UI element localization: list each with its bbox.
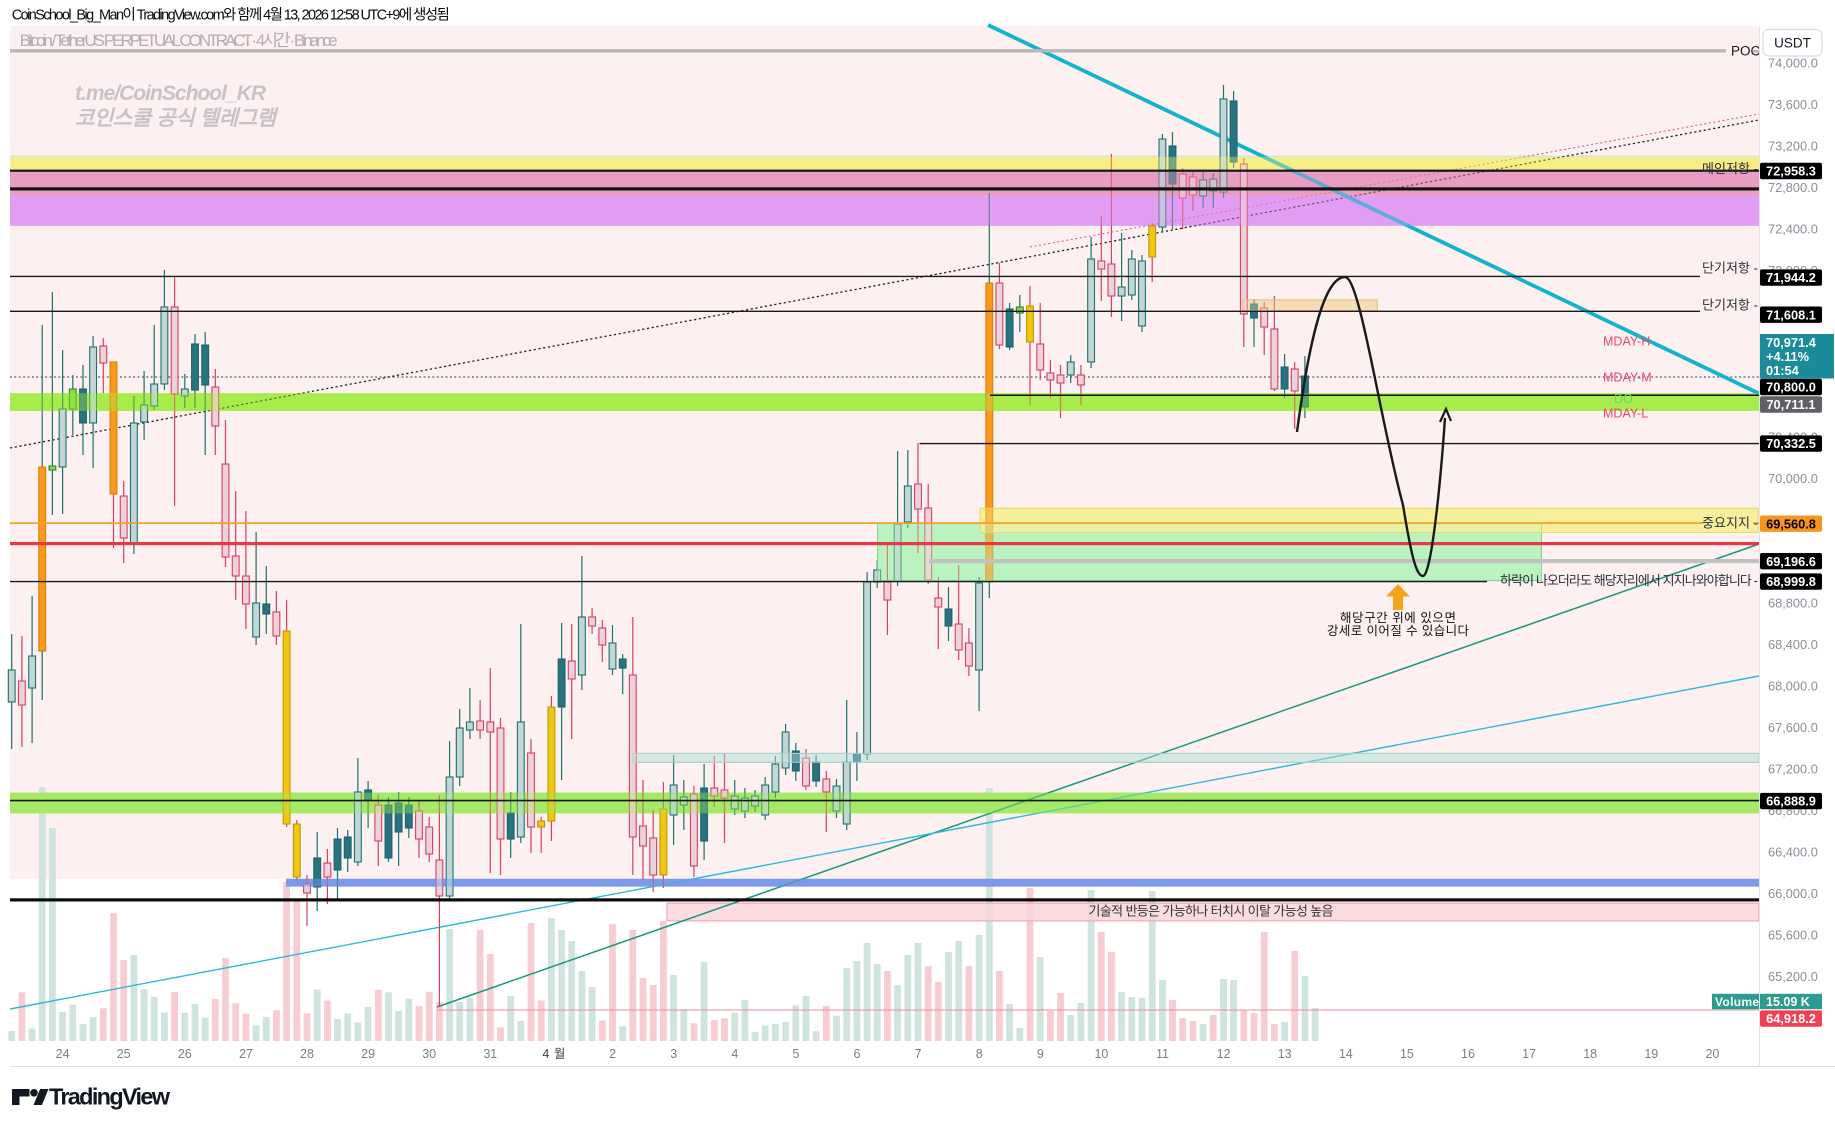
svg-text:68,999.8: 68,999.8	[1766, 574, 1816, 589]
svg-text:71,944.2: 71,944.2	[1766, 270, 1816, 285]
svg-text:메인저항 -: 메인저항 -	[1702, 161, 1758, 176]
svg-text:72,800.0: 72,800.0	[1768, 180, 1818, 195]
svg-text:20: 20	[1705, 1047, 1719, 1061]
svg-text:3: 3	[670, 1047, 677, 1061]
svg-text:해당구간 위에 있으면: 해당구간 위에 있으면	[1340, 611, 1456, 625]
svg-text:17: 17	[1522, 1047, 1536, 1061]
svg-text:29: 29	[361, 1047, 375, 1061]
svg-text:69,196.6: 69,196.6	[1766, 554, 1816, 569]
svg-text:2: 2	[609, 1047, 616, 1061]
svg-text:73,200.0: 73,200.0	[1768, 139, 1818, 154]
svg-text:5: 5	[792, 1047, 799, 1061]
svg-text:74,000.0: 74,000.0	[1768, 56, 1818, 71]
svg-text:13: 13	[1278, 1047, 1292, 1061]
svg-text:MDAY-M: MDAY-M	[1603, 370, 1652, 384]
svg-text:64,918.2: 64,918.2	[1766, 1011, 1816, 1026]
svg-text:16: 16	[1461, 1047, 1475, 1061]
svg-text:65,600.0: 65,600.0	[1768, 928, 1818, 943]
svg-text:MDAY-L: MDAY-L	[1603, 406, 1648, 420]
svg-text:12: 12	[1217, 1047, 1231, 1061]
svg-text:68,800.0: 68,800.0	[1768, 595, 1818, 610]
svg-text:t.me/CoinSchool_KR: t.me/CoinSchool_KR	[75, 82, 267, 105]
svg-text:25: 25	[117, 1047, 131, 1061]
svg-text:하락이 나오더라도 해당자리에서 지지나와야합니다 -: 하락이 나오더라도 해당자리에서 지지나와야합니다 -	[1500, 573, 1758, 588]
svg-text:7: 7	[915, 1047, 922, 1061]
svg-text:30: 30	[422, 1047, 436, 1061]
svg-text:26: 26	[178, 1047, 192, 1061]
svg-text:67,600.0: 67,600.0	[1768, 720, 1818, 735]
svg-text:18: 18	[1583, 1047, 1597, 1061]
svg-text:14: 14	[1339, 1047, 1353, 1061]
svg-text:73,600.0: 73,600.0	[1768, 97, 1818, 112]
svg-text:72,400.0: 72,400.0	[1768, 222, 1818, 237]
svg-text:70,971.4: 70,971.4	[1766, 335, 1817, 350]
svg-text:9: 9	[1037, 1047, 1044, 1061]
svg-text:19: 19	[1644, 1047, 1658, 1061]
svg-text:15: 15	[1400, 1047, 1414, 1061]
svg-text:24: 24	[56, 1047, 70, 1061]
svg-text:70,711.1: 70,711.1	[1766, 397, 1815, 412]
svg-text:28: 28	[300, 1047, 314, 1061]
svg-text:DO: DO	[1614, 392, 1633, 406]
svg-text:68,000.0: 68,000.0	[1768, 678, 1818, 693]
svg-text:27: 27	[239, 1047, 253, 1061]
svg-text:70,000.0: 70,000.0	[1768, 471, 1818, 486]
svg-text:65,200.0: 65,200.0	[1768, 969, 1818, 984]
svg-text:72,958.3: 72,958.3	[1766, 164, 1816, 179]
svg-text:MDAY-H: MDAY-H	[1603, 335, 1650, 349]
svg-text:66,000.0: 66,000.0	[1768, 886, 1818, 901]
svg-text:TradingView: TradingView	[49, 1084, 171, 1110]
svg-text:USDT: USDT	[1774, 36, 1811, 51]
svg-text:01:54: 01:54	[1766, 363, 1800, 378]
svg-text:66,888.9: 66,888.9	[1766, 794, 1816, 809]
svg-text:6: 6	[854, 1047, 861, 1061]
svg-text:66,400.0: 66,400.0	[1768, 844, 1818, 859]
svg-text:11: 11	[1156, 1047, 1169, 1061]
svg-text:4월: 4월	[542, 1047, 565, 1061]
svg-text:69,560.8: 69,560.8	[1766, 516, 1816, 531]
svg-text:Volume: Volume	[1715, 995, 1759, 1009]
svg-text:코인스쿨 공식 텔레그램: 코인스쿨 공식 텔레그램	[75, 107, 279, 130]
svg-text:67,200.0: 67,200.0	[1768, 761, 1818, 776]
svg-text:15.09 K: 15.09 K	[1766, 995, 1810, 1009]
svg-text:강세로 이어질 수 있습니다: 강세로 이어질 수 있습니다	[1327, 624, 1469, 638]
svg-text:단기저항 -: 단기저항 -	[1702, 297, 1758, 312]
svg-text:8: 8	[976, 1047, 983, 1061]
svg-text:단기저항 -: 단기저항 -	[1702, 260, 1758, 275]
svg-text:68,400.0: 68,400.0	[1768, 637, 1818, 652]
svg-text:POC: POC	[1731, 44, 1761, 59]
svg-text:70,332.5: 70,332.5	[1766, 436, 1816, 451]
svg-text:기술적 반등은 가능하나 터치시 이탈 가능성 높음: 기술적 반등은 가능하나 터치시 이탈 가능성 높음	[1089, 904, 1334, 919]
svg-text:4: 4	[731, 1047, 738, 1061]
svg-text:10: 10	[1094, 1047, 1108, 1061]
svg-text:70,800.0: 70,800.0	[1766, 380, 1816, 395]
svg-text:31: 31	[483, 1047, 497, 1061]
svg-text:Bitcoin / TetherUS PERPETUAL C: Bitcoin / TetherUS PERPETUAL CONTRACT · …	[20, 31, 338, 50]
svg-text:CoinSchool_Big_Man이 TradingVie: CoinSchool_Big_Man이 TradingView.com와 함께 …	[12, 7, 450, 24]
svg-text:+4.11%: +4.11%	[1766, 349, 1810, 364]
svg-text:중요지지 -: 중요지지 -	[1702, 515, 1758, 530]
svg-text:71,608.1: 71,608.1	[1766, 307, 1816, 322]
